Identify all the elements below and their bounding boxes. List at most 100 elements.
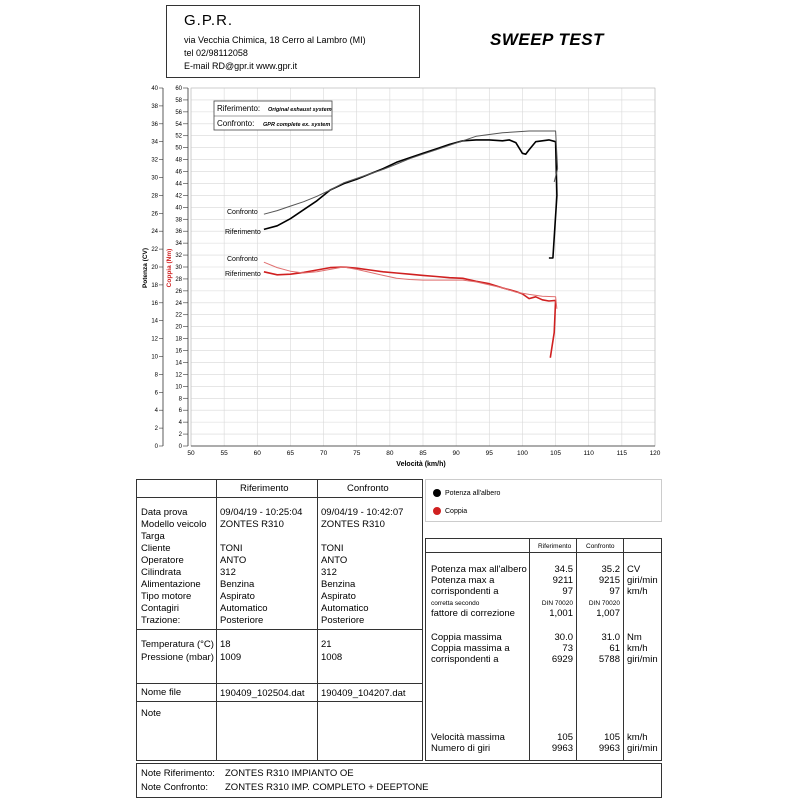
info-value-riferimento: TONI xyxy=(220,543,243,554)
pressure-label: Pressione (mbar) xyxy=(141,652,214,663)
torque-tick-label: 42 xyxy=(175,193,182,199)
result-confronto: 97 xyxy=(609,586,620,597)
torque-tick-label: 22 xyxy=(175,313,182,319)
info-label: Trazione: xyxy=(141,615,181,626)
info-value-confronto: ZONTES R310 xyxy=(321,519,385,530)
note-label: Note xyxy=(141,708,162,719)
torque-tick-label: 24 xyxy=(175,301,182,307)
x-tick-label: 60 xyxy=(254,450,262,457)
result-unit: Nm xyxy=(627,632,642,643)
torque-tick-label: 0 xyxy=(179,444,183,450)
company-name: G.P.R. xyxy=(184,12,234,29)
correction-label: corretta secondo xyxy=(431,600,480,607)
result-confronto: 31.0 xyxy=(601,632,621,643)
correction-confronto: DIN 70020 xyxy=(588,600,620,607)
torque-tick-label: 8 xyxy=(179,396,183,402)
x-tick-label: 90 xyxy=(453,450,461,457)
torque-tick-label: 20 xyxy=(175,325,182,331)
info-value-confronto: 09/04/19 - 10:42:07 xyxy=(321,507,404,518)
power-tick-label: 12 xyxy=(151,337,158,343)
torque-tick-label: 56 xyxy=(175,110,182,116)
result-label: Coppia massima xyxy=(431,632,502,643)
info-label: Tipo motore xyxy=(141,591,192,602)
legend-riferimento-desc: Original exhaust system xyxy=(268,107,332,113)
result-unit: giri/min xyxy=(627,654,658,665)
dyno-chart: 50 55 60 65 70 75 80 85 90 95 100 105 110 115 12002468… xyxy=(142,86,661,468)
info-value-riferimento: ZONTES R310 xyxy=(220,519,284,530)
company-address: via Vecchia Chimica, 18 Cerro al Lambro … xyxy=(184,35,366,45)
torque-tick-label: 58 xyxy=(175,98,182,104)
power-axis-label: Potenza (CV) xyxy=(142,248,149,288)
result-label: Potenza max all'albero xyxy=(431,564,527,575)
correction-factor-riferimento: 1,001 xyxy=(549,608,573,619)
torque-tick-label: 16 xyxy=(175,349,182,355)
result-label: Coppia massima a xyxy=(431,643,510,654)
torque-tick-label: 6 xyxy=(179,408,183,414)
x-tick-label: 95 xyxy=(486,450,494,457)
legend-riferimento-label: Riferimento: xyxy=(217,104,260,113)
info-value-riferimento: Automatico xyxy=(220,603,268,614)
torque-tick-label: 26 xyxy=(175,289,182,295)
power-tick-label: 4 xyxy=(155,408,159,414)
notes-box: Note Riferimento: ZONTES R310 IMPIANTO O… xyxy=(136,763,662,798)
x-tick-label: 105 xyxy=(550,450,561,457)
power-tick-label: 8 xyxy=(155,372,159,378)
result-confronto: 9215 xyxy=(598,575,620,586)
info-value-confronto: ANTO xyxy=(321,555,348,566)
info-value-riferimento: ANTO xyxy=(220,555,247,566)
torque-axis-label: Coppia (Nm) xyxy=(166,249,173,288)
result-riferimento: 105 xyxy=(557,732,573,743)
power-tick-label: 6 xyxy=(155,390,159,396)
temperature-riferimento: 18 xyxy=(220,639,231,650)
info-value-confronto: Automatico xyxy=(321,603,369,614)
company-header: G.P.R. via Vecchia Chimica, 18 Cerro al … xyxy=(166,5,420,78)
power-tick-label: 0 xyxy=(155,444,159,450)
result-label: Potenza max a xyxy=(431,575,495,586)
power-tick-label: 10 xyxy=(151,355,158,361)
left-col-header-confronto: Confronto xyxy=(347,483,389,494)
info-label: Alimentazione xyxy=(141,579,201,590)
torque-tick-label: 34 xyxy=(175,241,182,247)
power-tick-label: 16 xyxy=(151,301,158,307)
legend-confronto-label: Confronto: xyxy=(217,119,254,128)
x-tick-label: 75 xyxy=(353,450,361,457)
torque-tick-label: 52 xyxy=(175,134,182,140)
info-value-confronto: Aspirato xyxy=(321,591,356,602)
power-legend-dot xyxy=(433,489,441,497)
torque-tick-label: 48 xyxy=(175,158,182,164)
info-value-riferimento: 09/04/19 - 10:25:04 xyxy=(220,507,303,518)
correction-factor-confronto: 1,007 xyxy=(596,608,620,619)
x-tick-label: 85 xyxy=(419,450,427,457)
info-value-confronto: TONI xyxy=(321,543,344,554)
x-tick-label: 80 xyxy=(386,450,394,457)
torque-tick-label: 38 xyxy=(175,217,182,223)
power-tick-label: 18 xyxy=(151,283,158,289)
series-line-potenza-confronto xyxy=(263,130,559,215)
torque-tick-label: 4 xyxy=(179,420,183,426)
power-tick-label: 22 xyxy=(151,247,158,253)
torque-tick-label: 36 xyxy=(175,229,182,235)
series-line-potenza-riferimento xyxy=(263,139,558,259)
file-name-confronto: 190409_104207.dat xyxy=(321,688,406,699)
result-confronto: 5788 xyxy=(598,654,620,665)
result-unit: giri/min xyxy=(627,575,658,586)
result-unit: CV xyxy=(627,564,641,575)
series-legend: Potenza all'albero Coppia xyxy=(425,479,662,522)
info-label: Contagiri xyxy=(141,603,180,614)
chart-legend-box: Riferimento: Original exhaust system Con… xyxy=(213,100,333,131)
note-confronto-label: Note Confronto: xyxy=(141,782,209,793)
chart-series xyxy=(263,130,559,358)
power-tick-label: 30 xyxy=(151,176,158,182)
chart-axes: 50 55 60 65 70 75 80 85 90 95 100 105 110 115 12002468… xyxy=(151,86,660,457)
torque-tick-label: 40 xyxy=(175,205,182,211)
torque-tick-label: 54 xyxy=(175,122,182,128)
result-confronto: 105 xyxy=(604,732,620,743)
chart-grid xyxy=(190,87,656,447)
power-tick-label: 28 xyxy=(151,193,158,199)
result-unit: km/h xyxy=(627,643,648,654)
result-unit: km/h xyxy=(627,732,648,743)
right-col-header-riferimento: Riferimento xyxy=(538,543,572,550)
info-label: Cliente xyxy=(141,543,171,554)
correction-factor-label: fattore di correzione xyxy=(431,608,515,619)
result-label: corrispondenti a xyxy=(431,654,499,665)
